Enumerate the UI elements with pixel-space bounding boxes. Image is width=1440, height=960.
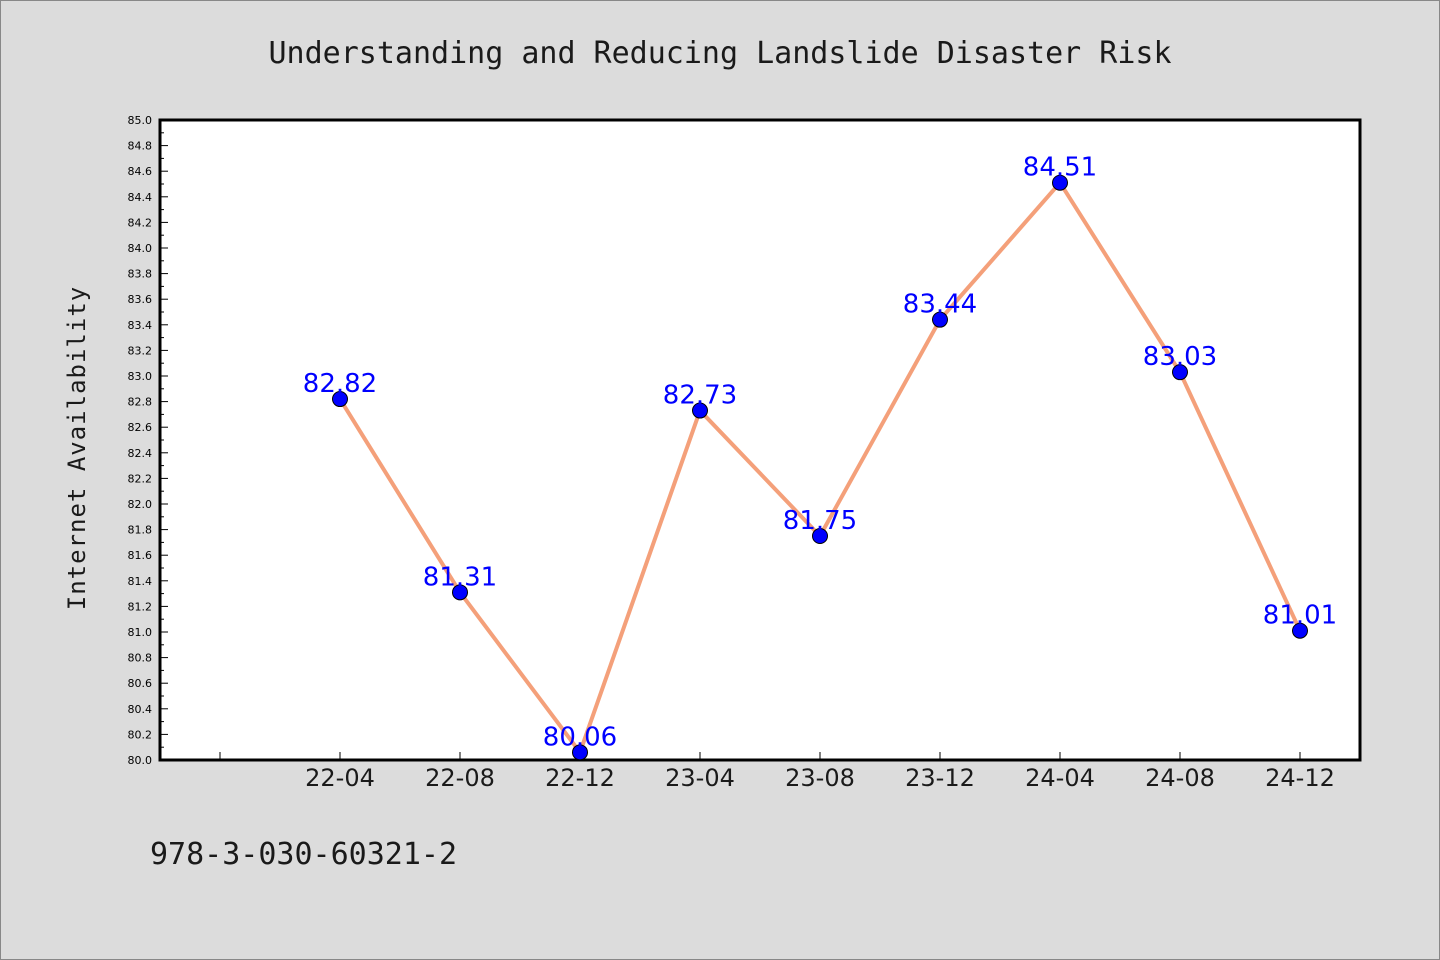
footer-isbn: 978-3-030-60321-2 (150, 837, 457, 872)
y-tick-label: 81.8 (128, 524, 153, 537)
data-point (332, 391, 348, 408)
x-tick-label: 23-08 (785, 764, 855, 792)
data-label: 80.06 (543, 722, 617, 752)
data-label: 82.73 (663, 381, 737, 411)
x-axis: 22-04 22-08 22-12 23-04 23-08 23-12 24-04 24-08… (219, 752, 1335, 792)
y-tick-label: 82.4 (128, 447, 153, 460)
data-point (572, 744, 588, 761)
y-tick-label: 82.6 (128, 421, 153, 434)
y-tick-label: 83.6 (128, 293, 153, 306)
x-tick-label: 23-12 (905, 764, 975, 792)
y-tick-label: 83.8 (128, 268, 153, 281)
data-point (812, 528, 828, 544)
y-tick-label: 81.6 (128, 549, 153, 562)
y-tick-label: 82.0 (128, 498, 153, 511)
y-tick-label: 85.0 (128, 114, 153, 127)
y-tick-label: 80.4 (128, 703, 153, 716)
y-axis: 80.0 80.2 80.4 80.6 80.8 81.0 81.2 81.4 81.6 81.8… (128, 114, 168, 767)
chart-title: Understanding and Reducing Landslide Dis… (268, 36, 1171, 71)
y-tick-label: 81.0 (128, 626, 153, 639)
data-label: 84.51 (1023, 153, 1097, 183)
y-tick-label: 82.2 (128, 472, 153, 485)
x-tick-label: 22-12 (545, 764, 615, 792)
data-label: 83.03 (1143, 342, 1217, 372)
y-tick-label: 84.4 (128, 191, 153, 204)
x-tick-label: 22-04 (305, 764, 375, 792)
y-axis-label: Internet Availability (63, 286, 91, 610)
y-tick-label: 83.0 (128, 370, 153, 383)
data-point (932, 311, 948, 328)
y-tick-label: 82.8 (128, 396, 153, 409)
y-tick-label: 80.2 (128, 728, 153, 741)
y-tick-label: 84.6 (128, 165, 153, 178)
data-point (1172, 364, 1188, 381)
data-label: 83.44 (903, 290, 977, 320)
data-point (1292, 622, 1308, 639)
y-tick-label: 81.4 (128, 575, 153, 588)
data-label: 81.31 (423, 562, 497, 592)
data-point (1052, 174, 1068, 191)
y-tick-label: 81.2 (128, 600, 153, 613)
y-tick-label: 80.8 (128, 652, 153, 665)
y-tick-label: 83.2 (128, 344, 153, 357)
data-label: 81.01 (1263, 601, 1337, 631)
data-label: 81.75 (783, 506, 857, 536)
data-point (452, 584, 468, 601)
y-tick-label: 80.6 (128, 677, 153, 690)
y-tick-label: 84.0 (128, 242, 153, 255)
x-tick-label: 24-08 (1145, 764, 1215, 792)
data-point (692, 402, 708, 419)
x-tick-label: 24-04 (1025, 764, 1095, 792)
y-tick-label: 84.8 (128, 140, 153, 153)
y-tick-label: 83.4 (128, 319, 153, 332)
y-tick-label: 80.0 (128, 754, 153, 767)
data-label: 82.82 (303, 369, 377, 399)
x-tick-label: 22-08 (425, 764, 495, 792)
x-tick-label: 23-04 (665, 764, 735, 792)
plot-area (158, 118, 1362, 762)
series: 82.82 81.31 80.06 82.73 81.75 83.44 84.51 83.03… (303, 153, 1337, 761)
y-tick-label: 84.2 (128, 216, 153, 229)
x-tick-label: 24-12 (1265, 764, 1335, 792)
